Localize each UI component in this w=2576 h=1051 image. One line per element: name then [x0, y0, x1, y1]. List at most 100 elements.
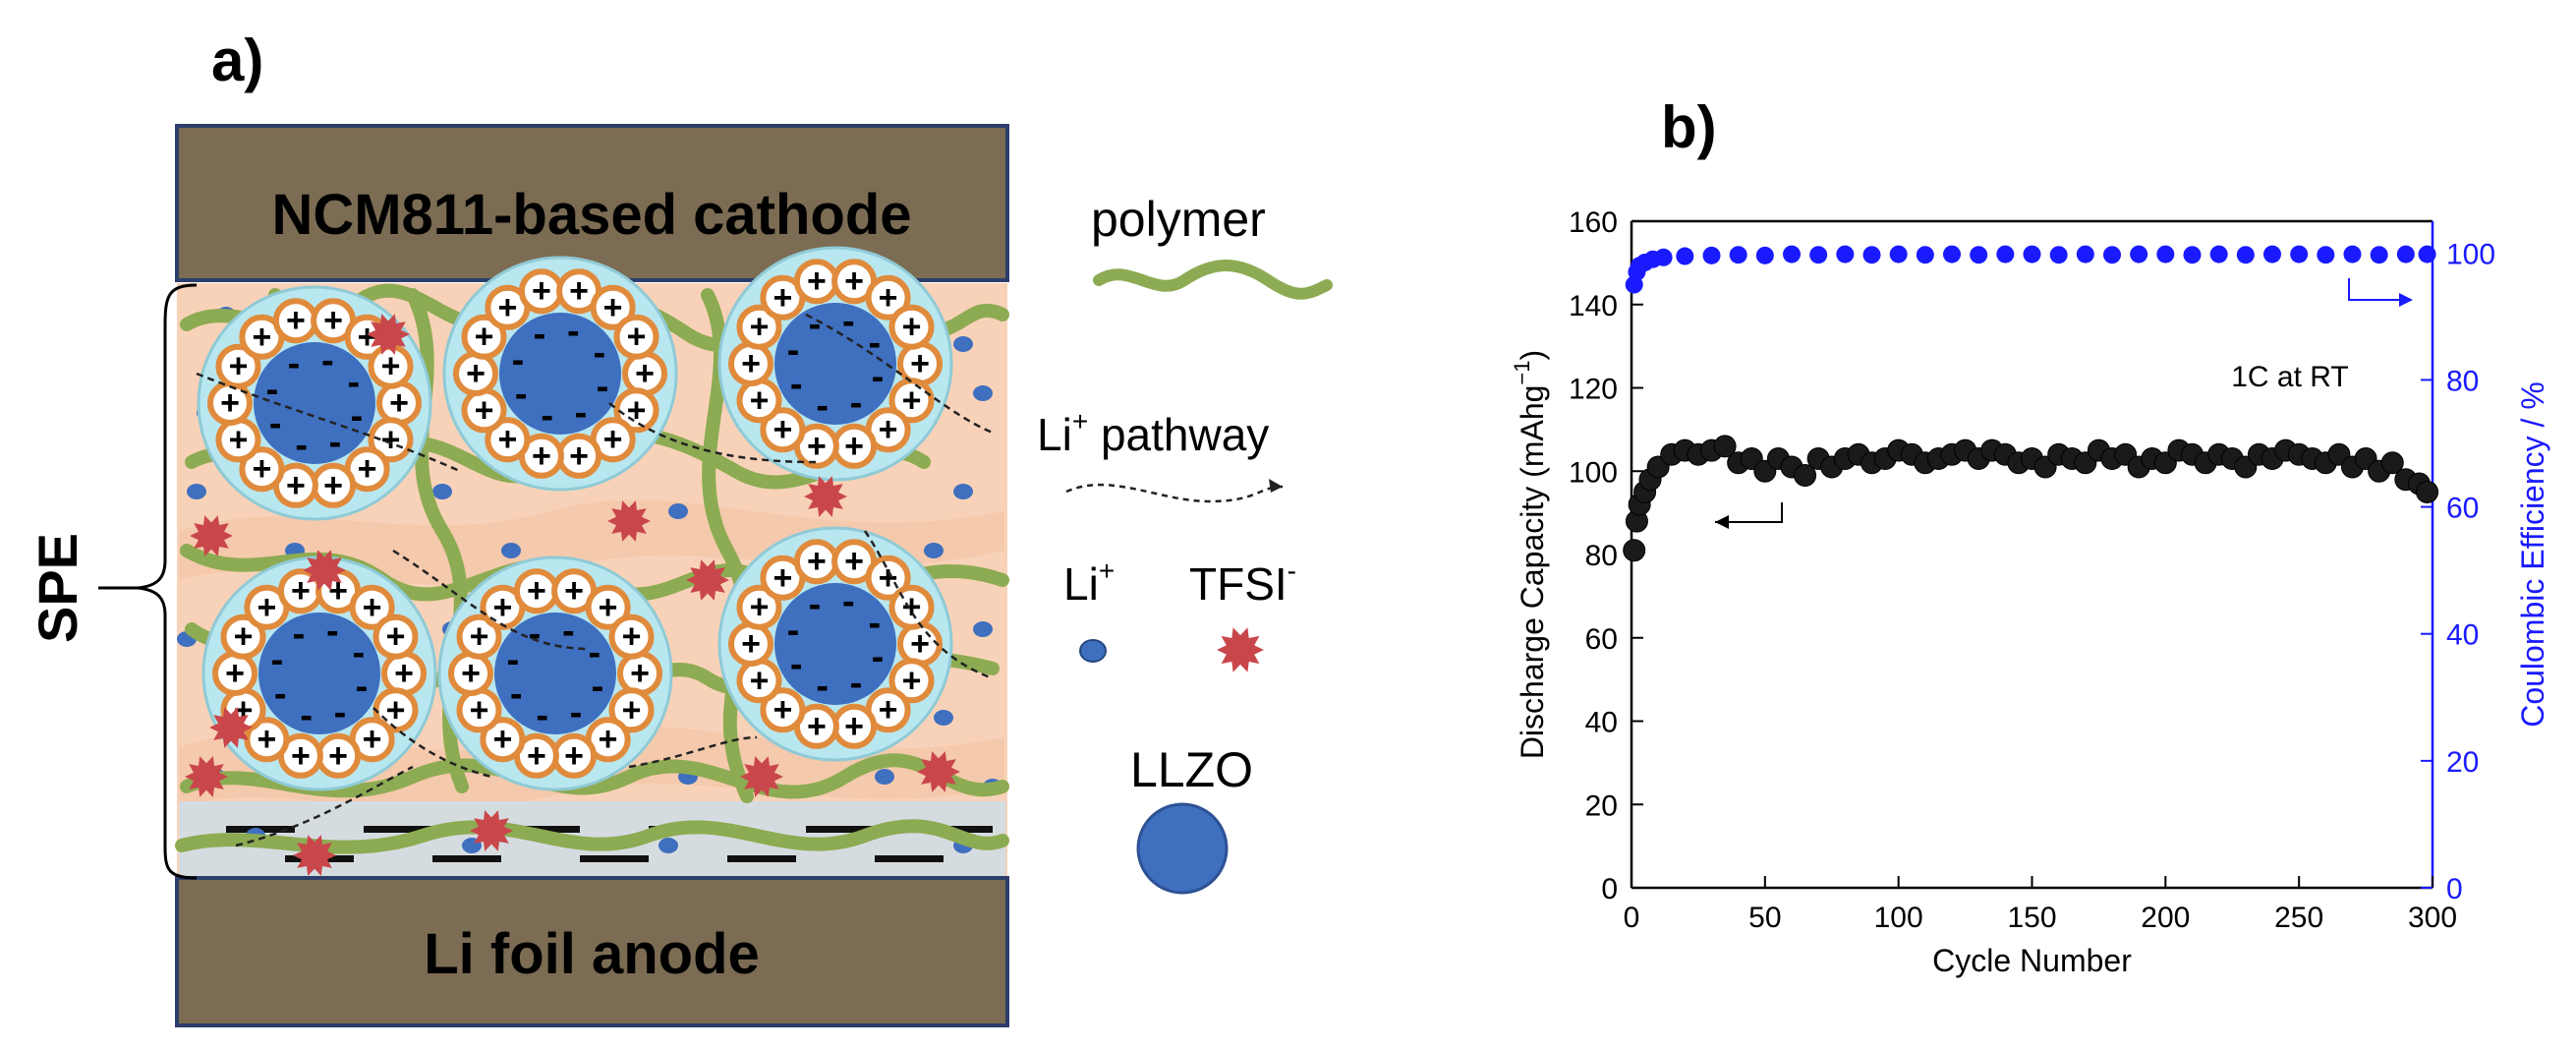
efficiency-point: [1676, 247, 1694, 265]
li-ion-dot: [924, 543, 944, 558]
plus-charge: +: [844, 543, 864, 580]
minus-charge: -: [809, 304, 822, 345]
cation-ring: [456, 613, 502, 660]
minus-charge: -: [787, 330, 800, 372]
plus-charge: +: [569, 272, 589, 310]
minus-charge: -: [593, 332, 605, 374]
plus-charge: +: [599, 589, 618, 626]
plus-charge: +: [844, 263, 864, 300]
legend-llzo-label: LLZO: [1130, 742, 1253, 797]
minus-charge: -: [351, 395, 364, 437]
y-right-tick-label: 40: [2446, 619, 2479, 652]
minus-charge: -: [868, 603, 881, 644]
panel-a-label: a): [211, 28, 263, 93]
legend-li-ion-label: Li+: [1063, 555, 1115, 610]
x-tick-label: 100: [1874, 902, 1923, 934]
electrolyte-shade: [179, 499, 1004, 585]
plus-charge: +: [527, 572, 546, 610]
y-left-tick-label: 120: [1569, 374, 1618, 406]
minus-charge: -: [541, 395, 553, 437]
plus-charge: +: [807, 428, 827, 465]
llzo-core: [774, 303, 896, 425]
minus-charge: -: [300, 695, 313, 736]
efficiency-point: [1729, 246, 1747, 264]
minus-charge: -: [592, 666, 604, 707]
arrowhead-icon: [2399, 293, 2413, 307]
capacity-point: [2416, 480, 2439, 503]
plus-charge: +: [466, 355, 486, 392]
legend-li-pathway-label: Li+ pathway: [1037, 406, 1269, 460]
cation-ring: [239, 446, 285, 493]
li-pathway-arrow: [392, 549, 591, 651]
cation-ring: [613, 314, 659, 360]
y-left-tick-label: 80: [1585, 540, 1618, 572]
li-ion-dot: [973, 621, 993, 637]
cation-ring: [485, 417, 531, 463]
plus-charge: +: [475, 319, 494, 356]
plus-charge: +: [773, 559, 792, 597]
right-axis-pointer: [2348, 278, 2411, 301]
plus-charge: +: [220, 384, 240, 422]
tfsi-anion: [740, 756, 783, 797]
plus-charge: +: [622, 691, 642, 729]
minus-charge: -: [529, 613, 542, 655]
efficiency-point: [2290, 245, 2309, 263]
plus-charge: +: [902, 309, 922, 346]
efficiency-point: [1783, 245, 1801, 263]
plus-charge: +: [910, 345, 930, 382]
plus-charge: +: [564, 737, 584, 775]
llzo-core: [494, 613, 616, 734]
minus-charge: -: [872, 356, 885, 397]
plus-charge: +: [286, 302, 306, 339]
minus-charge: -: [842, 581, 855, 622]
plus-charge: +: [252, 319, 271, 356]
plus-charge: +: [527, 737, 546, 775]
plus-charge: +: [389, 384, 409, 422]
li-pathway-arrow: [805, 313, 994, 435]
y-left-tick-label: 40: [1585, 707, 1618, 739]
arrowhead-icon: [1269, 479, 1283, 493]
cation-ring: [608, 687, 655, 733]
cation-ring: [220, 613, 266, 660]
minus-charge: -: [536, 695, 548, 736]
cation-ring: [590, 284, 636, 330]
minus-charge: -: [507, 640, 520, 681]
plus-charge: +: [386, 691, 406, 729]
plus-charge: +: [773, 691, 792, 729]
y-left-tick-label: 160: [1569, 206, 1618, 239]
minus-charge: -: [809, 584, 822, 625]
minus-charge: -: [562, 611, 575, 652]
cation-ring: [349, 584, 395, 630]
legend-polymer-swatch: [1093, 260, 1333, 300]
minus-charge: -: [326, 611, 339, 652]
minus-charge: -: [329, 422, 342, 463]
left-axis-pointer: [1715, 502, 1783, 523]
efficiency-point: [1916, 246, 1934, 264]
plus-charge: +: [635, 355, 655, 392]
li-ion-dot: [187, 484, 206, 499]
plus-charge: +: [532, 438, 551, 475]
y-right-tick-label: 60: [2446, 493, 2479, 525]
chart-plot: 0 50 100 150 200 250 3000204060801001201401600…: [1510, 206, 2550, 978]
minus-charge: -: [510, 673, 523, 715]
plus-charge: +: [229, 348, 249, 385]
cation-ring: [368, 417, 414, 463]
minus-charge: -: [816, 385, 829, 427]
efficiency-point: [2076, 245, 2094, 263]
efficiency-point: [2183, 246, 2202, 264]
tfsi-anion: [917, 751, 960, 792]
tfsi-icon: [1217, 627, 1264, 672]
efficiency-point: [2396, 245, 2415, 263]
llzo-core: [254, 342, 375, 464]
cation-ring: [888, 658, 935, 704]
minus-charge: -: [274, 673, 287, 715]
plus-charge: +: [773, 411, 792, 448]
minus-charge: -: [597, 366, 609, 407]
legend-li-pathway-swatch: [1065, 483, 1284, 503]
tfsi-anion: [293, 835, 336, 876]
efficiency-point: [1809, 246, 1828, 264]
plus-charge: +: [844, 428, 864, 465]
capacity-point: [1623, 539, 1646, 562]
plus-charge: +: [252, 450, 271, 488]
